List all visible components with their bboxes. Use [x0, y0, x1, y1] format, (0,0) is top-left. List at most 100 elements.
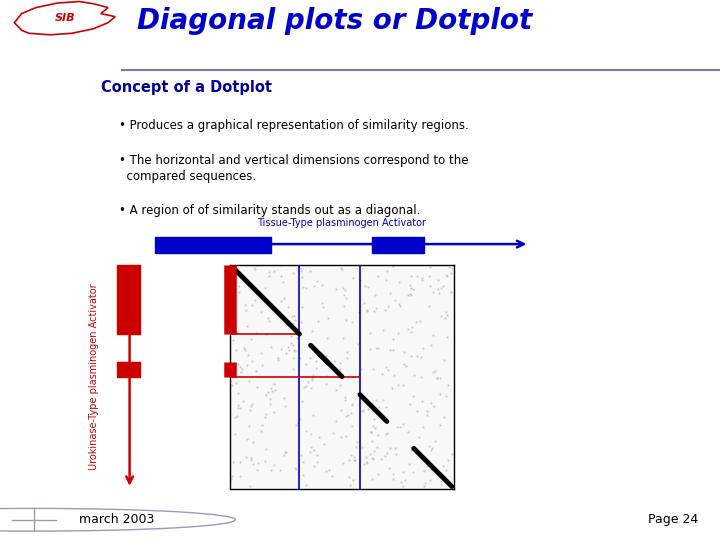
Point	[301, 381, 312, 390]
Point	[335, 365, 346, 374]
Point	[341, 431, 352, 440]
Point	[349, 456, 361, 464]
Point	[426, 464, 437, 473]
Point	[347, 476, 359, 484]
Point	[266, 386, 277, 395]
Point	[246, 456, 257, 464]
Point	[382, 267, 393, 276]
Point	[264, 400, 276, 408]
Point	[341, 348, 353, 356]
Point	[382, 366, 394, 375]
Point	[397, 381, 408, 389]
Point	[441, 332, 452, 341]
Point	[287, 354, 299, 362]
Point	[387, 262, 399, 271]
Point	[251, 329, 262, 338]
Point	[445, 288, 456, 296]
Point	[393, 278, 405, 286]
Point	[423, 441, 434, 450]
Point	[435, 477, 446, 485]
Point	[302, 378, 314, 387]
Point	[438, 412, 449, 421]
Point	[249, 296, 261, 305]
Point	[292, 468, 304, 477]
Point	[340, 412, 351, 421]
Point	[428, 331, 439, 340]
Point	[431, 374, 442, 383]
Point	[228, 335, 239, 344]
Point	[251, 261, 263, 269]
Point	[348, 456, 360, 464]
Point	[228, 457, 239, 466]
Point	[436, 312, 447, 321]
Point	[336, 433, 347, 442]
Point	[263, 268, 274, 277]
Point	[279, 394, 290, 403]
Point	[240, 306, 252, 314]
Point	[426, 446, 437, 454]
Point	[440, 314, 451, 322]
Point	[366, 364, 378, 373]
Point	[282, 302, 294, 311]
Point	[397, 482, 409, 490]
Point	[306, 383, 318, 392]
Point	[364, 328, 375, 337]
Point	[434, 374, 446, 383]
Point	[287, 365, 299, 374]
Point	[387, 335, 398, 343]
Text: • The horizontal and vertical dimensions correspond to the
  compared sequences.: • The horizontal and vertical dimensions…	[120, 154, 469, 183]
Point	[354, 370, 365, 379]
Point	[262, 388, 274, 396]
Point	[405, 400, 416, 409]
Point	[287, 311, 298, 320]
Point	[246, 335, 257, 343]
Point	[380, 403, 392, 411]
Point	[247, 438, 258, 447]
Point	[372, 344, 383, 353]
Text: Diagonal plots or Dotplot: Diagonal plots or Dotplot	[137, 7, 532, 35]
Point	[261, 445, 272, 454]
Point	[269, 386, 281, 394]
Point	[305, 267, 316, 276]
Point	[354, 276, 365, 285]
Point	[369, 291, 380, 300]
Point	[380, 429, 392, 438]
Point	[417, 275, 428, 284]
Point	[300, 480, 312, 489]
Point	[435, 284, 446, 293]
Point	[289, 464, 301, 472]
Point	[268, 461, 279, 469]
Point	[297, 282, 309, 291]
Point	[360, 457, 372, 466]
Point	[280, 448, 292, 457]
Point	[277, 278, 289, 287]
Point	[251, 465, 263, 474]
Point	[282, 342, 294, 351]
Point	[339, 395, 351, 404]
Point	[289, 312, 300, 321]
Point	[243, 422, 255, 430]
Point	[339, 286, 351, 294]
Point	[240, 453, 251, 462]
Point	[231, 412, 243, 421]
Point	[337, 334, 348, 342]
Point	[279, 448, 291, 456]
Point	[387, 470, 398, 479]
Point	[413, 433, 425, 442]
Point	[366, 407, 377, 416]
Point	[292, 418, 304, 427]
Point	[290, 421, 302, 429]
Point	[316, 298, 328, 307]
Point	[398, 359, 410, 368]
Point	[392, 381, 404, 389]
Point	[376, 369, 387, 378]
Point	[327, 429, 338, 437]
Point	[405, 291, 417, 299]
Point	[440, 271, 451, 279]
Point	[402, 291, 414, 299]
Point	[307, 371, 319, 380]
Text: • A region of of similarity stands out as a diagonal.: • A region of of similarity stands out a…	[120, 204, 420, 217]
Point	[418, 482, 430, 491]
Point	[416, 274, 428, 282]
Point	[253, 458, 264, 467]
